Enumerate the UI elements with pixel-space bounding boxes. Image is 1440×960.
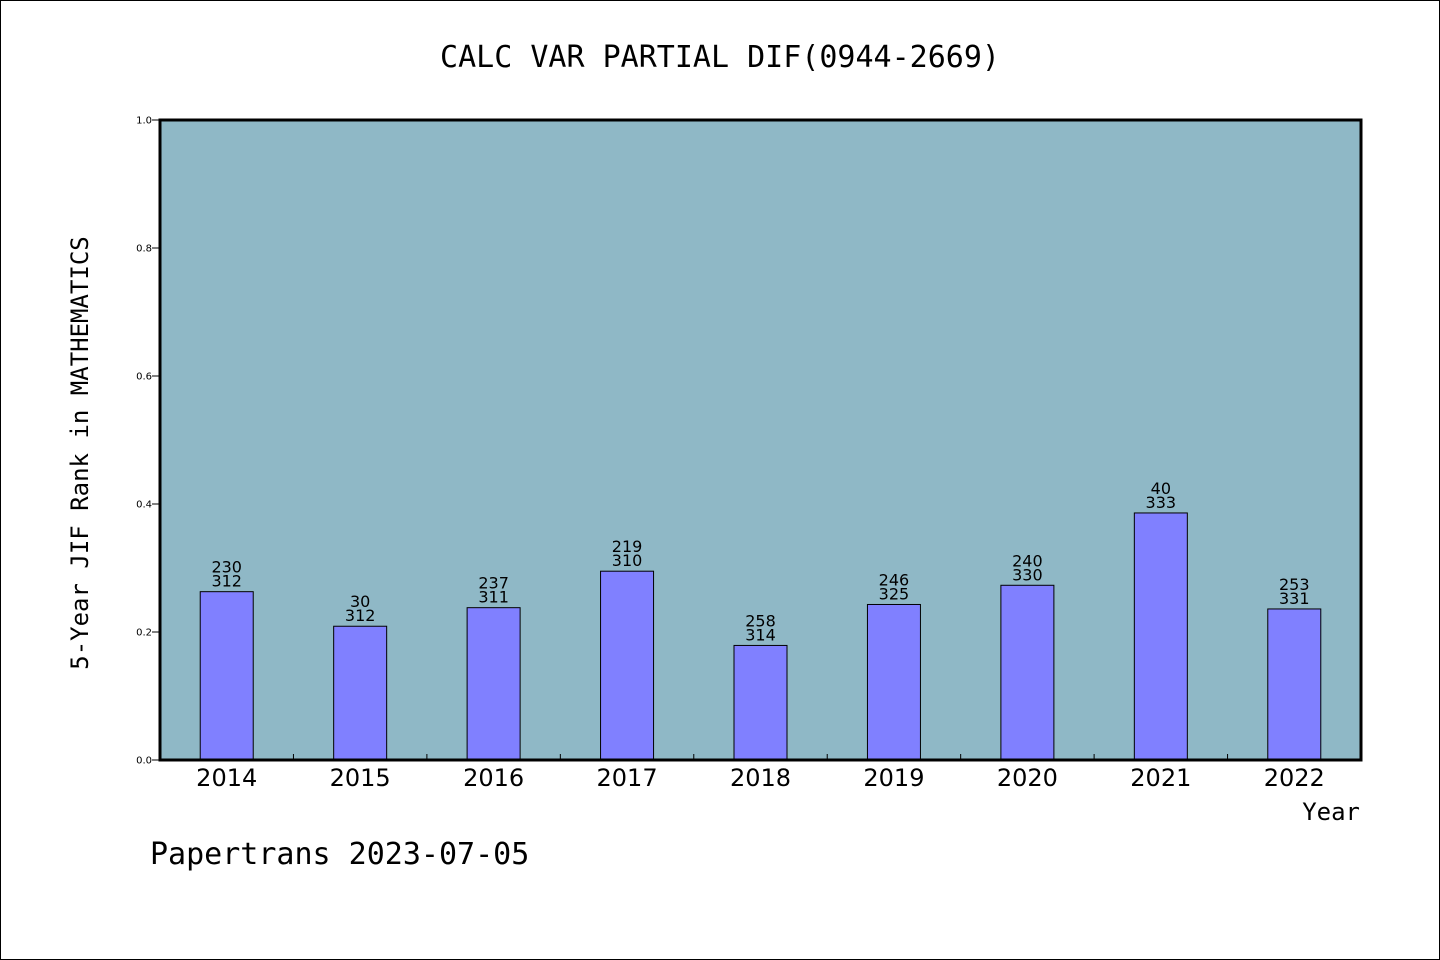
bar-label-rank: 219	[612, 537, 643, 556]
y-axis: 0.0 0.2 0.4 0.6 0.8 1.0	[136, 116, 160, 767]
bars	[199, 512, 1322, 761]
x-tick-label: 2021	[1130, 764, 1191, 792]
x-tick-label: 2022	[1264, 764, 1325, 792]
y-tick-label: 0.2	[136, 628, 152, 639]
x-tick-label: 2017	[597, 764, 658, 792]
bar-label-total: 325	[879, 584, 910, 603]
bar-label-rank: 258	[745, 611, 776, 630]
bar	[466, 607, 521, 761]
bar-label-total: 310	[612, 551, 643, 570]
bar-label-total: 330	[1012, 565, 1043, 584]
x-tick-label: 2015	[330, 764, 391, 792]
bar-label-rank: 246	[879, 570, 910, 589]
x-tick-label: 2020	[997, 764, 1058, 792]
x-tick-label: 2014	[196, 764, 257, 792]
bar	[333, 625, 388, 761]
x-tick-label: 2018	[730, 764, 791, 792]
bar-label-total: 311	[478, 588, 509, 607]
bar-label-rank: 240	[1012, 551, 1043, 570]
bar	[600, 570, 655, 761]
x-tick-label: 2019	[863, 764, 924, 792]
bar	[866, 603, 921, 761]
footer-stamp: Papertrans 2023-07-05	[150, 837, 529, 872]
x-axis-label: Year	[1302, 798, 1360, 826]
bar-label-total: 333	[1146, 493, 1177, 512]
bar-label-total: 331	[1279, 589, 1310, 608]
chart-title: CALC VAR PARTIAL DIF(0944-2669)	[440, 40, 1000, 75]
x-axis: 2014 2015 2016 2017 2018 2019 2020 2021 2022	[196, 754, 1325, 792]
y-tick-label: 1.0	[136, 116, 152, 127]
bar-label-rank: 40	[1151, 479, 1171, 498]
bar-label-rank: 253	[1279, 575, 1310, 594]
bar	[733, 644, 788, 761]
bar	[1133, 512, 1188, 761]
x-tick-label: 2016	[463, 764, 524, 792]
bar-label-rank: 230	[211, 558, 242, 577]
y-axis-label: 5-Year JIF Rank in MATHEMATICS	[66, 236, 94, 669]
bar	[199, 591, 254, 761]
y-tick-label: 0.8	[136, 244, 152, 255]
bar-label-rank: 30	[350, 592, 370, 611]
bar	[1000, 584, 1055, 761]
y-tick-label: 0.4	[136, 500, 152, 511]
y-tick-label: 0.6	[136, 372, 152, 383]
bar-label-total: 314	[745, 625, 776, 644]
bar-label-total: 312	[211, 572, 242, 591]
plot-border	[158, 118, 1363, 762]
y-tick-label: 0.0	[136, 756, 152, 767]
bar-label-total: 312	[345, 606, 376, 625]
bar	[1267, 608, 1322, 761]
bar-labels: 2303123031223731121931025831424632524033…	[211, 479, 1309, 644]
bar-label-rank: 237	[478, 574, 509, 593]
